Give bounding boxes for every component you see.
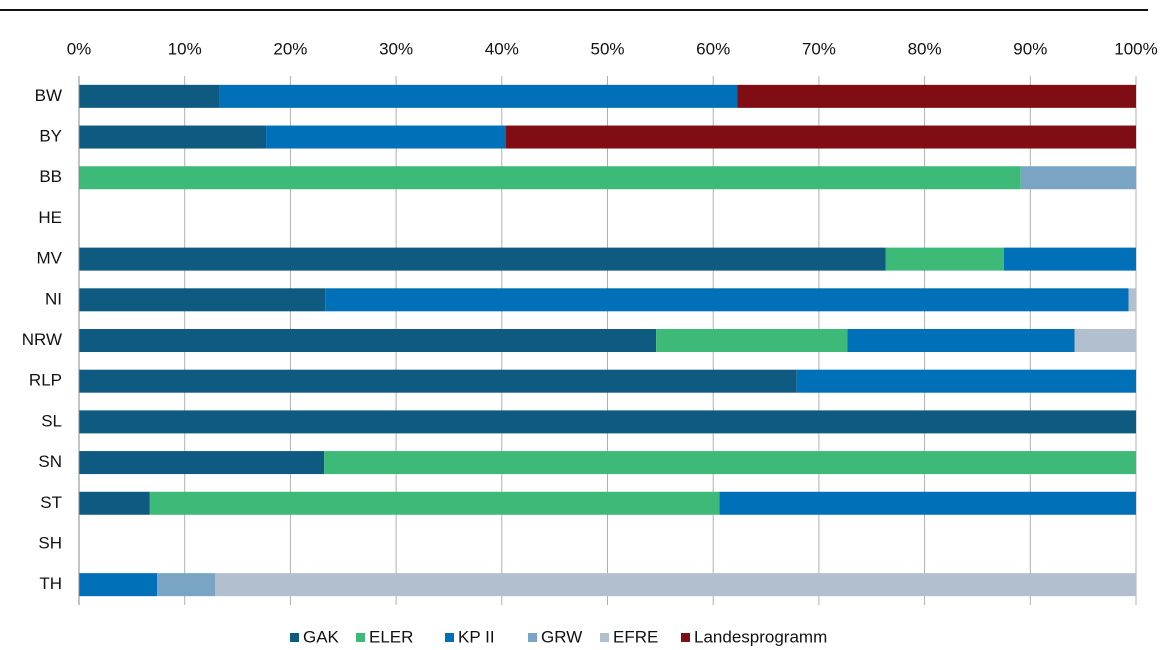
bar-segment — [79, 125, 267, 149]
y-tick-label: NI — [45, 289, 62, 308]
legend-swatch — [528, 633, 537, 642]
y-tick-label: BB — [39, 167, 62, 186]
y-tick-label: BY — [39, 127, 62, 146]
bar-segment — [885, 247, 1004, 271]
x-tick-label: 70% — [802, 39, 836, 58]
bar-segment — [719, 491, 1136, 515]
bar-segment — [847, 329, 1075, 352]
bar-segment — [79, 247, 886, 271]
bar-segment — [149, 491, 720, 515]
bar-segment — [79, 329, 657, 352]
bar-segment — [79, 451, 325, 475]
y-tick-label: MV — [37, 249, 63, 268]
x-tick-label: 40% — [485, 39, 519, 58]
bar-segment — [506, 125, 1136, 149]
bar-segment — [79, 410, 1136, 434]
legend-label: GAK — [303, 627, 340, 646]
x-tick-label: 30% — [379, 39, 413, 58]
y-tick-label: HE — [38, 208, 62, 227]
legend-swatch — [445, 633, 454, 642]
legend-label: GRW — [541, 627, 582, 646]
x-tick-label: 100% — [1114, 39, 1157, 58]
bar-segment — [79, 288, 326, 312]
x-tick-label: 90% — [1013, 39, 1047, 58]
x-tick-label: 50% — [590, 39, 624, 58]
legend-label: KP II — [458, 627, 495, 646]
legend-label: EFRE — [613, 627, 658, 646]
x-tick-label: 20% — [273, 39, 307, 58]
bar-segment — [1074, 329, 1136, 352]
y-tick-label: TH — [39, 574, 62, 593]
bar-segment — [79, 369, 797, 393]
legend-swatch — [290, 633, 299, 642]
y-tick-label: SN — [38, 452, 62, 471]
bar-segment — [737, 84, 1136, 108]
bar-segment — [79, 491, 150, 515]
y-tick-label: NRW — [22, 330, 62, 349]
x-tick-label: 60% — [696, 39, 730, 58]
x-tick-label: 0% — [67, 39, 92, 58]
y-tick-label: RLP — [29, 371, 62, 390]
bar-segment — [266, 125, 507, 149]
bar-segment — [215, 573, 1136, 597]
bar-segment — [79, 84, 220, 108]
y-tick-label: BW — [35, 86, 62, 105]
legend-label: ELER — [369, 627, 413, 646]
bar-segment — [656, 329, 848, 352]
y-tick-label: SH — [38, 533, 62, 552]
y-tick-label: SL — [41, 411, 62, 430]
bar-segment — [325, 288, 1129, 312]
x-tick-label: 10% — [168, 39, 202, 58]
legend-swatch — [681, 633, 690, 642]
legend-swatch — [356, 633, 365, 642]
x-tick-label: 80% — [908, 39, 942, 58]
bar-segment — [219, 84, 738, 108]
bar-segment — [324, 451, 1136, 475]
bar-segment — [1128, 288, 1136, 312]
bar-segment — [79, 573, 158, 597]
bar-segment — [79, 166, 1021, 190]
bar-segment — [1003, 247, 1136, 271]
y-tick-label: ST — [40, 493, 62, 512]
bar-segment — [157, 573, 216, 597]
legend-label: Landesprogramm — [694, 627, 827, 646]
legend-swatch — [600, 633, 609, 642]
bar-segment — [796, 369, 1136, 393]
bar-segment — [1020, 166, 1136, 190]
